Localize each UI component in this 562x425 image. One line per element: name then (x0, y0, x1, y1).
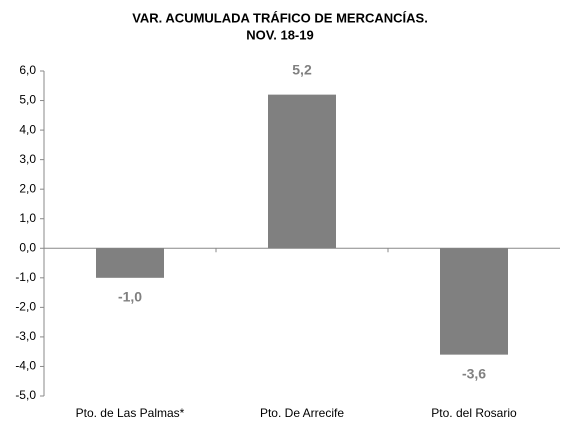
chart-title: NOV. 18-19 (246, 27, 313, 42)
y-tick-label: -5,0 (15, 388, 36, 402)
y-tick-label: 4,0 (19, 122, 36, 136)
y-tick-label: -1,0 (15, 270, 36, 284)
value-label: -1,0 (118, 289, 142, 305)
y-tick-label: -3,0 (15, 329, 36, 343)
y-tick-label: 0,0 (19, 240, 36, 254)
y-tick-label: 3,0 (19, 152, 36, 166)
y-tick-label: -4,0 (15, 359, 36, 373)
value-label: 5,2 (292, 61, 312, 77)
x-tick-label: Pto. de Las Palmas* (76, 406, 185, 420)
y-tick-label: -2,0 (15, 300, 36, 314)
y-tick-label: 5,0 (19, 93, 36, 107)
x-tick-label: Pto. del Rosario (431, 406, 517, 420)
bar (440, 248, 508, 355)
bar (96, 248, 164, 278)
x-tick-label: Pto. De Arrecife (260, 406, 344, 420)
y-tick-label: 6,0 (19, 63, 36, 77)
y-tick-label: 1,0 (19, 211, 36, 225)
chart-title: VAR. ACUMULADA TRÁFICO DE MERCANCÍAS. (132, 10, 428, 25)
bar (268, 94, 336, 249)
value-label: -3,6 (462, 365, 486, 381)
y-tick-label: 2,0 (19, 181, 36, 195)
